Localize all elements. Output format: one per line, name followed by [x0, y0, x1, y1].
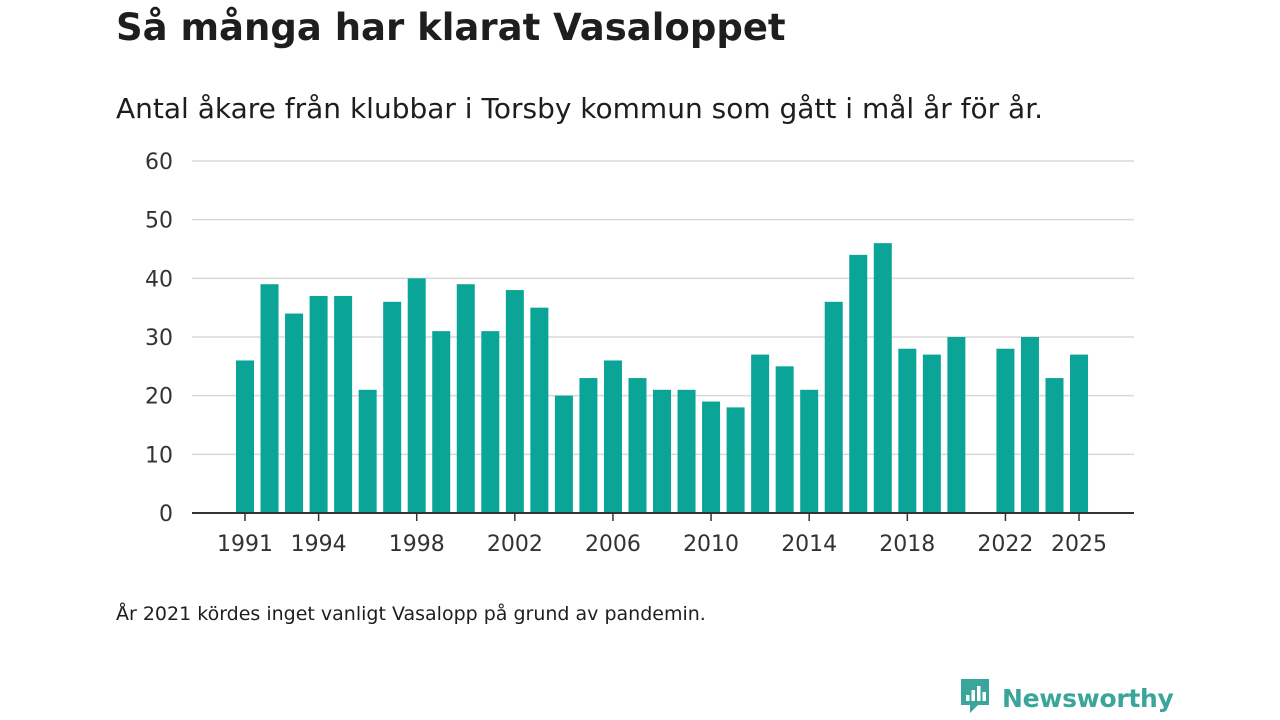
- y-tick-label-10: 10: [145, 443, 173, 468]
- bar-2009: [677, 389, 696, 513]
- y-tick-label-40: 40: [145, 267, 173, 292]
- bar-2012: [751, 354, 770, 513]
- bar-2016: [849, 254, 868, 513]
- y-tick-label-50: 50: [145, 209, 173, 234]
- bar-1995: [334, 295, 353, 513]
- bar-2003: [530, 307, 549, 513]
- y-tick-label-0: 0: [159, 502, 173, 527]
- x-tick-label-1991: 1991: [217, 532, 273, 557]
- bar-2017: [873, 243, 892, 513]
- y-tick-label-20: 20: [145, 385, 173, 410]
- footnote: År 2021 kördes inget vanligt Vasalopp på…: [116, 603, 706, 625]
- bar-2015: [824, 301, 843, 513]
- bar-2019: [922, 354, 941, 513]
- bar-1993: [285, 313, 304, 513]
- bar-2001: [481, 331, 500, 513]
- x-tick-label-2025: 2025: [1051, 532, 1107, 557]
- x-tick-label-2018: 2018: [879, 532, 935, 557]
- newsworthy-logo-icon: [958, 676, 992, 720]
- brand-name: Newsworthy: [1002, 683, 1174, 713]
- x-axis: [192, 512, 1134, 521]
- bar-2002: [505, 290, 524, 513]
- bar-2004: [554, 395, 573, 513]
- bar-2006: [603, 360, 622, 513]
- x-tick-label-1998: 1998: [389, 532, 445, 557]
- bar-1994: [309, 295, 328, 513]
- brand: Newsworthy: [958, 676, 1174, 720]
- bar-2018: [898, 348, 917, 513]
- bar-1992: [260, 284, 279, 513]
- x-tick-label-2002: 2002: [487, 532, 543, 557]
- bar-2022: [996, 348, 1015, 513]
- x-tick-label-2022: 2022: [977, 532, 1033, 557]
- bar-2024: [1045, 378, 1064, 513]
- bar-2005: [579, 378, 598, 513]
- bar-2013: [775, 366, 794, 513]
- bar-1991: [236, 360, 254, 513]
- bar-2025: [1070, 354, 1089, 513]
- x-axis-tick-labels: 1991 1994 1998 2002 2006 2010 2014 2018 2022 2025: [217, 532, 1107, 557]
- bar-chart: 0 10 20 30 40 50 60 1991 1994 1998 2002 2006 2010 20…: [145, 150, 1134, 557]
- bar-2011: [726, 407, 745, 513]
- bar-1996: [358, 389, 377, 513]
- bars: [236, 243, 1089, 513]
- y-tick-label-60: 60: [145, 150, 173, 175]
- bar-2007: [628, 378, 647, 513]
- x-tick-label-2014: 2014: [781, 532, 837, 557]
- bar-2014: [800, 389, 819, 513]
- bar-1999: [432, 331, 451, 513]
- x-tick-label-2006: 2006: [585, 532, 641, 557]
- bar-2020: [947, 337, 966, 513]
- chart-title: Så många har klarat Vasaloppet: [116, 6, 786, 49]
- y-axis-tick-labels: 0 10 20 30 40 50 60: [145, 150, 173, 527]
- x-tick-label-2010: 2010: [683, 532, 739, 557]
- bar-1997: [383, 301, 402, 513]
- y-tick-label-30: 30: [145, 326, 173, 351]
- bar-2008: [653, 389, 672, 513]
- bar-2010: [702, 401, 721, 513]
- chart-subtitle: Antal åkare från klubbar i Torsby kommun…: [116, 92, 1044, 125]
- bar-2023: [1020, 337, 1039, 513]
- x-tick-label-1994: 1994: [291, 532, 347, 557]
- bar-1998: [407, 278, 426, 513]
- bar-2000: [456, 284, 475, 513]
